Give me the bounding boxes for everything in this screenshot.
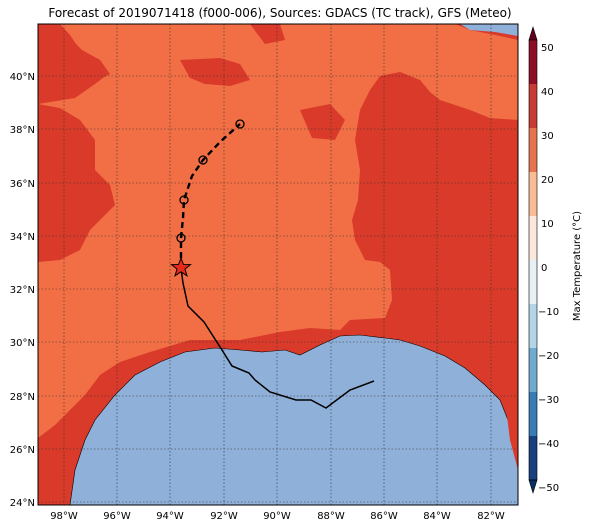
lon-tick: 94°W [156, 511, 184, 522]
colorbar-tick: −30 [538, 395, 559, 406]
lat-tick: 26°N [10, 445, 35, 456]
map-area [38, 24, 518, 505]
lat-tick: 32°N [10, 285, 35, 296]
colorbar-band [529, 260, 537, 304]
graticule [38, 24, 518, 505]
colorbar-tick: 0 [541, 263, 547, 274]
lat-tick: 30°N [10, 338, 35, 349]
colorbar: 50 40 30 20 10 0 −10 −20 −30 −40 −50 Max… [528, 25, 583, 495]
lon-tick: 90°W [263, 511, 291, 522]
colorbar-band [529, 84, 537, 128]
lat-tick: 36°N [10, 179, 35, 190]
colorbar-tick: −50 [538, 483, 559, 494]
colorbar-band [529, 304, 537, 348]
colorbar-tick: 10 [541, 219, 554, 230]
lon-tick: 92°W [210, 511, 238, 522]
forecast-point [176, 233, 186, 243]
colorbar-tick: 40 [541, 87, 554, 98]
observed-track [180, 267, 375, 409]
lat-tick: 38°N [10, 125, 35, 136]
colorbar-band [529, 348, 537, 392]
map-title: Forecast of 2019071418 (f000-006), Sourc… [48, 6, 512, 20]
lat-tick: 24°N [10, 498, 35, 509]
colorbar-tick: −10 [538, 307, 559, 318]
colorbar-tick: 50 [541, 43, 554, 54]
colorbar-band [529, 128, 537, 172]
star-icon [170, 256, 192, 277]
lon-tick: 82°W [477, 511, 505, 522]
hot-patch-central [180, 24, 345, 140]
lat-tick: 28°N [10, 392, 35, 403]
lon-tick: 98°W [50, 511, 78, 522]
colorbar-band [529, 172, 537, 216]
colorbar-cap-top [528, 25, 538, 41]
lon-tick: 96°W [103, 511, 131, 522]
colorbar-band [529, 40, 537, 84]
colorbar-tick: 30 [541, 131, 554, 142]
ocean-northeast [460, 24, 518, 36]
lon-tick: 88°W [317, 511, 345, 522]
florida-land [498, 295, 518, 470]
forecast-point [179, 195, 189, 205]
colorbar-tick: 20 [541, 175, 554, 186]
warm-land-region [38, 24, 518, 438]
colorbar-tick: −40 [538, 439, 559, 450]
colorbar-tick: −20 [538, 351, 559, 362]
ocean-gulf [69, 334, 518, 505]
forecast-point [235, 119, 245, 129]
lon-tick: 86°W [370, 511, 398, 522]
colorbar-band [529, 216, 537, 260]
lat-tick: 34°N [10, 232, 35, 243]
colorbar-band [529, 392, 537, 436]
longitude-labels: 98°W 96°W 94°W 92°W 90°W 88°W 86°W 84°W … [50, 511, 505, 522]
colorbar-band [529, 436, 537, 480]
lat-tick: 40°N [10, 72, 35, 83]
forecast-track [179, 123, 241, 268]
forecast-point [198, 155, 208, 165]
colorbar-label: Max Temperature (°C) [572, 211, 583, 321]
latitude-labels: 40°N 38°N 36°N 34°N 32°N 30°N 28°N 26°N … [10, 72, 35, 509]
lon-tick: 84°W [423, 511, 451, 522]
hot-patch-northwest [38, 24, 115, 262]
colorbar-cap-bottom [528, 479, 538, 495]
map-frame [37, 23, 519, 506]
